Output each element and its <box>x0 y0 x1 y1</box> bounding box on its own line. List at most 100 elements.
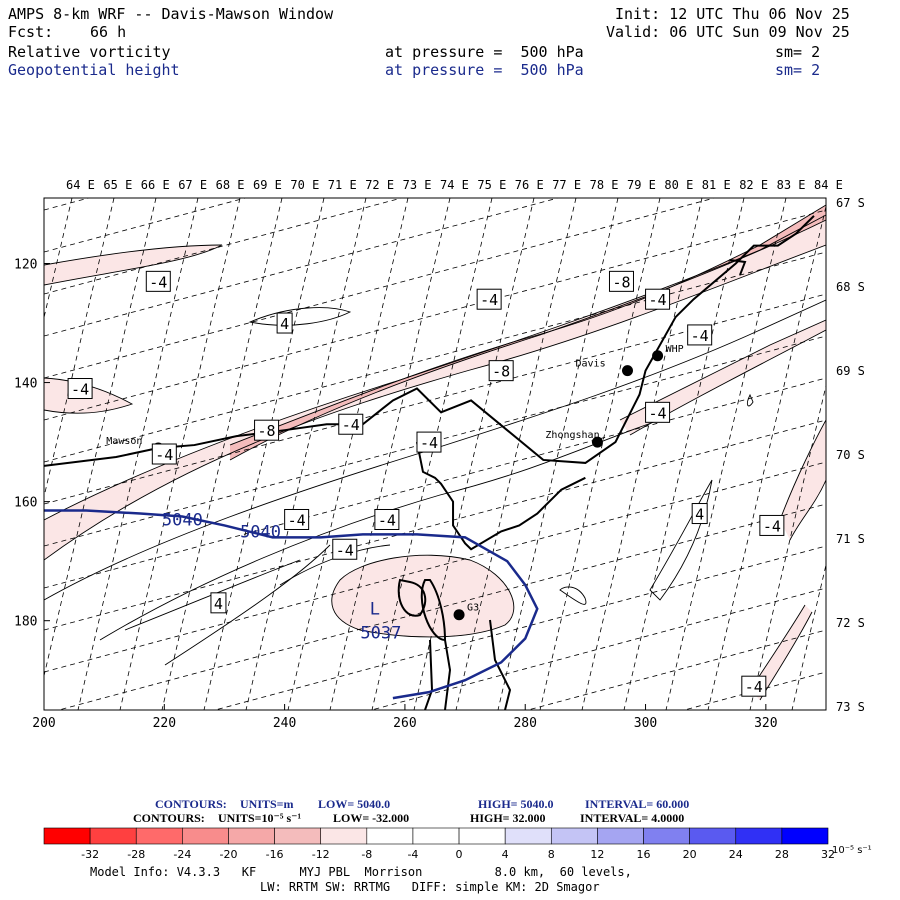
vorticity-labels: -4 4 -4 -4 -8 -4 -4 -4 -8 -8 -4 -4 -4 -4 -4 -4 4 4 -4 -4 <box>67 270 785 697</box>
colorbar-tick-label: 16 <box>637 848 651 861</box>
left-tick-label: 140 <box>14 377 37 392</box>
latitude-label: 68 S <box>836 280 865 294</box>
plot-frame <box>43 197 827 711</box>
vorticity-label-box <box>741 675 767 697</box>
bottom-tick-label: 260 <box>393 716 416 731</box>
colorbar-tick-label: -12 <box>312 848 330 861</box>
colorbar-cell <box>781 827 829 845</box>
bottom-tick-label: 220 <box>153 716 176 731</box>
station-label: Zhongshan <box>545 430 599 441</box>
longitude-label: 64 E <box>66 178 95 192</box>
colorbar-tick-label: -28 <box>127 848 145 861</box>
station-label: G3 <box>467 603 479 614</box>
field1-level: at pressure = 500 hPa <box>385 43 584 61</box>
vorticity-label-box <box>476 288 502 310</box>
meridian-line <box>749 383 826 710</box>
vorticity-label: -8 <box>612 273 630 291</box>
colorbar-tick-label: 28 <box>775 848 789 861</box>
bottom-tick-label: 280 <box>513 716 536 731</box>
legend-vort-low: LOW= -32.000 <box>333 811 409 825</box>
longitude-label: 75 E <box>477 178 506 192</box>
coast-detail <box>397 259 747 710</box>
meridian-line <box>245 198 367 710</box>
contour-legend: CONTOURS: UNITS=m LOW= 5040.0 HIGH= 5040… <box>133 797 689 825</box>
vorticity-label-box <box>759 514 785 536</box>
vorticity-label: -4 <box>745 678 763 696</box>
colorbar-cell <box>228 827 275 845</box>
colorbar-cell <box>550 827 598 845</box>
longitude-label: 77 E <box>552 178 581 192</box>
legend-vort-units: UNITS=10⁻⁵ s⁻¹ <box>218 811 301 825</box>
bottom-tick-label: 200 <box>32 716 55 731</box>
legend-height-units: UNITS=m <box>240 797 294 811</box>
longitude-label: 82 E <box>739 178 768 192</box>
legend-height-label: CONTOURS: <box>155 797 227 811</box>
longitude-label: 80 E <box>664 178 693 192</box>
meridian-line <box>455 198 577 710</box>
geopotential-height-contour <box>44 509 539 700</box>
vorticity-label: -4 <box>342 416 360 434</box>
vorticity-label: 4 <box>214 595 223 613</box>
longitude-label: 70 E <box>290 178 319 192</box>
vorticity-label: -8 <box>258 422 276 440</box>
left-tick-label: 180 <box>14 615 37 630</box>
valid-time: Valid: 06 UTC Sun 09 Nov 25 <box>606 23 850 41</box>
meridian-line <box>707 204 826 710</box>
longitude-label: 78 E <box>590 178 619 192</box>
chart-title: AMPS 8-km WRF -- Davis-Mawson Window <box>8 5 334 23</box>
vorticity-label-box <box>687 324 713 346</box>
station-label: Mawson <box>106 436 142 447</box>
legend-height-interval: INTERVAL= 60.000 <box>585 797 689 811</box>
colorbar-tick-label: -4 <box>407 848 418 861</box>
colorbar-cell <box>320 827 368 845</box>
colorbar-cell <box>43 827 91 845</box>
right-latitude-labels: 67 S 68 S 69 S 70 S 71 S 72 S 73 S <box>836 196 865 714</box>
legend-vort-high: HIGH= 32.000 <box>470 811 546 825</box>
vorticity-label: -4 <box>378 511 396 529</box>
meridian-line <box>161 198 283 710</box>
vorticity-label-box <box>338 413 364 435</box>
colorbar-tick-label: 8 <box>548 848 555 861</box>
vorticity-label: -4 <box>649 291 667 309</box>
longitude-label: 69 E <box>253 178 282 192</box>
vorticity-shading <box>44 205 826 700</box>
vorticity-label: -4 <box>420 434 438 452</box>
vorticity-label-box <box>284 508 310 530</box>
meridian-line <box>581 198 703 710</box>
parallel-line <box>44 0 826 126</box>
meridian-line <box>497 198 619 710</box>
colorbar-cell <box>735 827 783 845</box>
station-markers: Mawson Davis WHP Zhongshan G3 <box>106 344 684 621</box>
vorticity-label-box <box>254 419 280 441</box>
parallel-line <box>44 0 826 168</box>
bottom-tick-label: 300 <box>634 716 657 731</box>
meridian-line <box>44 198 157 678</box>
field2-smoothing: sm= 2 <box>775 61 821 79</box>
latitude-label: 71 S <box>836 532 865 546</box>
ice-divide-line <box>415 441 586 551</box>
station-dot-zhongshan <box>591 436 603 448</box>
meridian-line <box>0 198 30 710</box>
meridian-line <box>413 198 535 710</box>
vorticity-label: -4 <box>155 446 173 464</box>
longitude-label: 66 E <box>141 178 170 192</box>
station-label: WHP <box>666 344 684 355</box>
height-label: 5040 <box>162 510 203 530</box>
longitude-label: 65 E <box>103 178 132 192</box>
meridian-line <box>287 198 409 710</box>
vorticity-label-box <box>67 378 93 400</box>
left-tick-label: 120 <box>14 257 37 272</box>
colorbar-cell <box>89 827 137 845</box>
parallel-line <box>44 0 826 42</box>
longitude-label: 72 E <box>365 178 394 192</box>
vorticity-label-box <box>332 538 358 560</box>
colorbar-tick-label: 32 <box>821 848 835 861</box>
meridian-line <box>371 198 493 710</box>
longitude-label: 73 E <box>403 178 432 192</box>
vorticity-label-box <box>276 312 293 334</box>
left-axis-ticks: 120 140 160 180 <box>14 257 50 630</box>
longitude-label: 84 E <box>814 178 843 192</box>
legend-height-high: HIGH= 5040.0 <box>478 797 554 811</box>
vorticity-label: -8 <box>492 363 510 381</box>
